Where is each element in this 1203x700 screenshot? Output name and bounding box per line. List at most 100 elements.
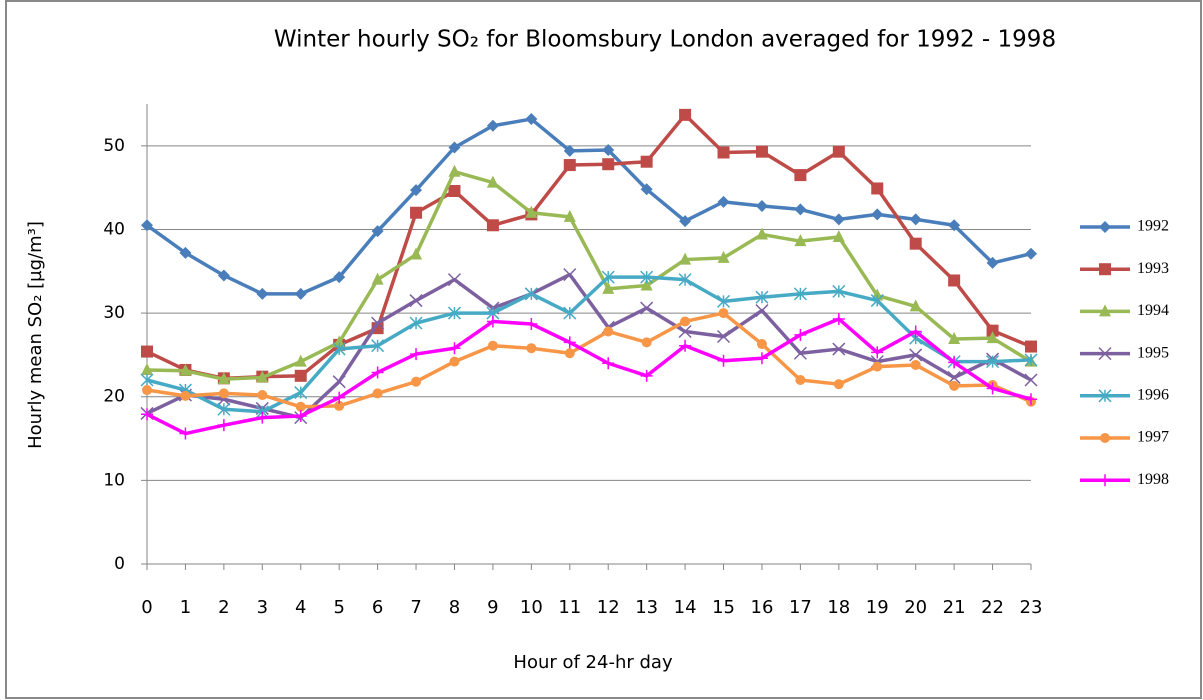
data-point	[794, 328, 807, 341]
y-tick-label: 20	[103, 387, 125, 407]
data-point	[217, 372, 230, 385]
data-point	[602, 158, 615, 171]
x-tick-label: 12	[597, 597, 620, 618]
x-tick-label: 6	[372, 597, 383, 618]
data-point	[870, 294, 884, 308]
data-point	[716, 294, 731, 308]
data-point	[256, 370, 269, 383]
data-point	[448, 342, 461, 355]
series-line	[146, 113, 1032, 381]
data-point	[256, 411, 269, 424]
data-point	[601, 270, 615, 284]
legend-label: 1995	[1137, 344, 1169, 361]
data-point	[332, 375, 346, 389]
data-point	[640, 155, 653, 168]
x-tick-label: 3	[257, 597, 268, 618]
data-point	[832, 284, 846, 298]
legend-label: 1997	[1137, 429, 1169, 446]
data-point	[716, 329, 731, 344]
x-axis-label: Hour of 24-hr day	[513, 652, 673, 673]
data-point	[832, 312, 845, 325]
data-point	[909, 325, 922, 338]
legend-label: 1993	[1137, 260, 1169, 277]
data-point	[948, 274, 961, 287]
data-point	[679, 252, 692, 265]
data-point	[410, 206, 423, 219]
data-point	[948, 356, 961, 369]
legend-marker	[1099, 304, 1111, 317]
data-point	[718, 308, 729, 319]
data-point	[948, 332, 961, 345]
data-point	[410, 348, 423, 361]
data-point	[640, 278, 653, 291]
data-point	[294, 409, 307, 422]
series-line	[146, 169, 1032, 381]
data-point	[832, 229, 845, 242]
data-point	[871, 182, 884, 195]
data-point	[486, 175, 499, 188]
data-point	[794, 203, 807, 216]
legend-label: 1994	[1137, 302, 1169, 319]
data-point	[755, 352, 768, 365]
x-tick-label: 4	[295, 597, 306, 618]
data-point	[525, 113, 538, 126]
series-line	[146, 275, 1032, 414]
data-point	[294, 369, 307, 382]
data-point	[525, 317, 538, 330]
data-point	[679, 108, 692, 121]
data-point	[217, 419, 230, 432]
series-line	[146, 317, 1032, 436]
data-point	[1025, 393, 1037, 406]
data-point	[140, 373, 154, 387]
data-point	[371, 316, 385, 330]
data-point	[257, 390, 268, 401]
data-point	[563, 268, 577, 282]
x-tick-label: 0	[141, 597, 152, 618]
data-point	[641, 337, 652, 348]
data-point	[678, 324, 692, 339]
data-point	[447, 306, 462, 320]
data-point	[1024, 353, 1038, 367]
data-point	[409, 316, 423, 330]
data-point	[371, 225, 384, 238]
data-point	[217, 402, 231, 416]
x-tick-label: 15	[712, 597, 735, 618]
data-point	[986, 331, 999, 344]
x-tick-label: 5	[333, 597, 344, 618]
data-point	[217, 269, 230, 282]
y-tick-label: 50	[103, 136, 125, 156]
data-point	[486, 219, 499, 232]
data-point	[371, 366, 384, 379]
data-point	[449, 356, 460, 367]
data-point	[294, 386, 308, 400]
data-point	[717, 146, 730, 159]
data-point	[793, 346, 807, 360]
legend-marker	[1099, 263, 1111, 276]
data-point	[679, 339, 692, 352]
data-point	[332, 342, 346, 356]
data-point	[947, 370, 961, 385]
data-point	[180, 390, 191, 401]
data-point	[986, 355, 1000, 369]
data-point	[832, 213, 845, 226]
x-tick-label: 18	[827, 597, 850, 618]
data-point	[563, 159, 576, 172]
data-point	[1025, 247, 1037, 260]
x-tick-label: 19	[866, 597, 889, 618]
data-point	[411, 376, 422, 387]
data-point	[678, 273, 692, 287]
data-point	[447, 273, 462, 287]
data-point	[679, 215, 692, 228]
data-point	[680, 316, 691, 327]
data-point	[602, 281, 615, 294]
data-point	[179, 363, 192, 376]
data-point	[1025, 340, 1037, 353]
data-point	[141, 345, 153, 358]
legend-label: 1996	[1137, 386, 1169, 403]
data-point	[218, 388, 229, 399]
y-tick-label: 0	[114, 554, 125, 574]
data-point	[448, 141, 461, 154]
x-tick-label: 14	[674, 597, 697, 618]
data-point	[448, 164, 461, 177]
series-line	[146, 311, 1032, 409]
